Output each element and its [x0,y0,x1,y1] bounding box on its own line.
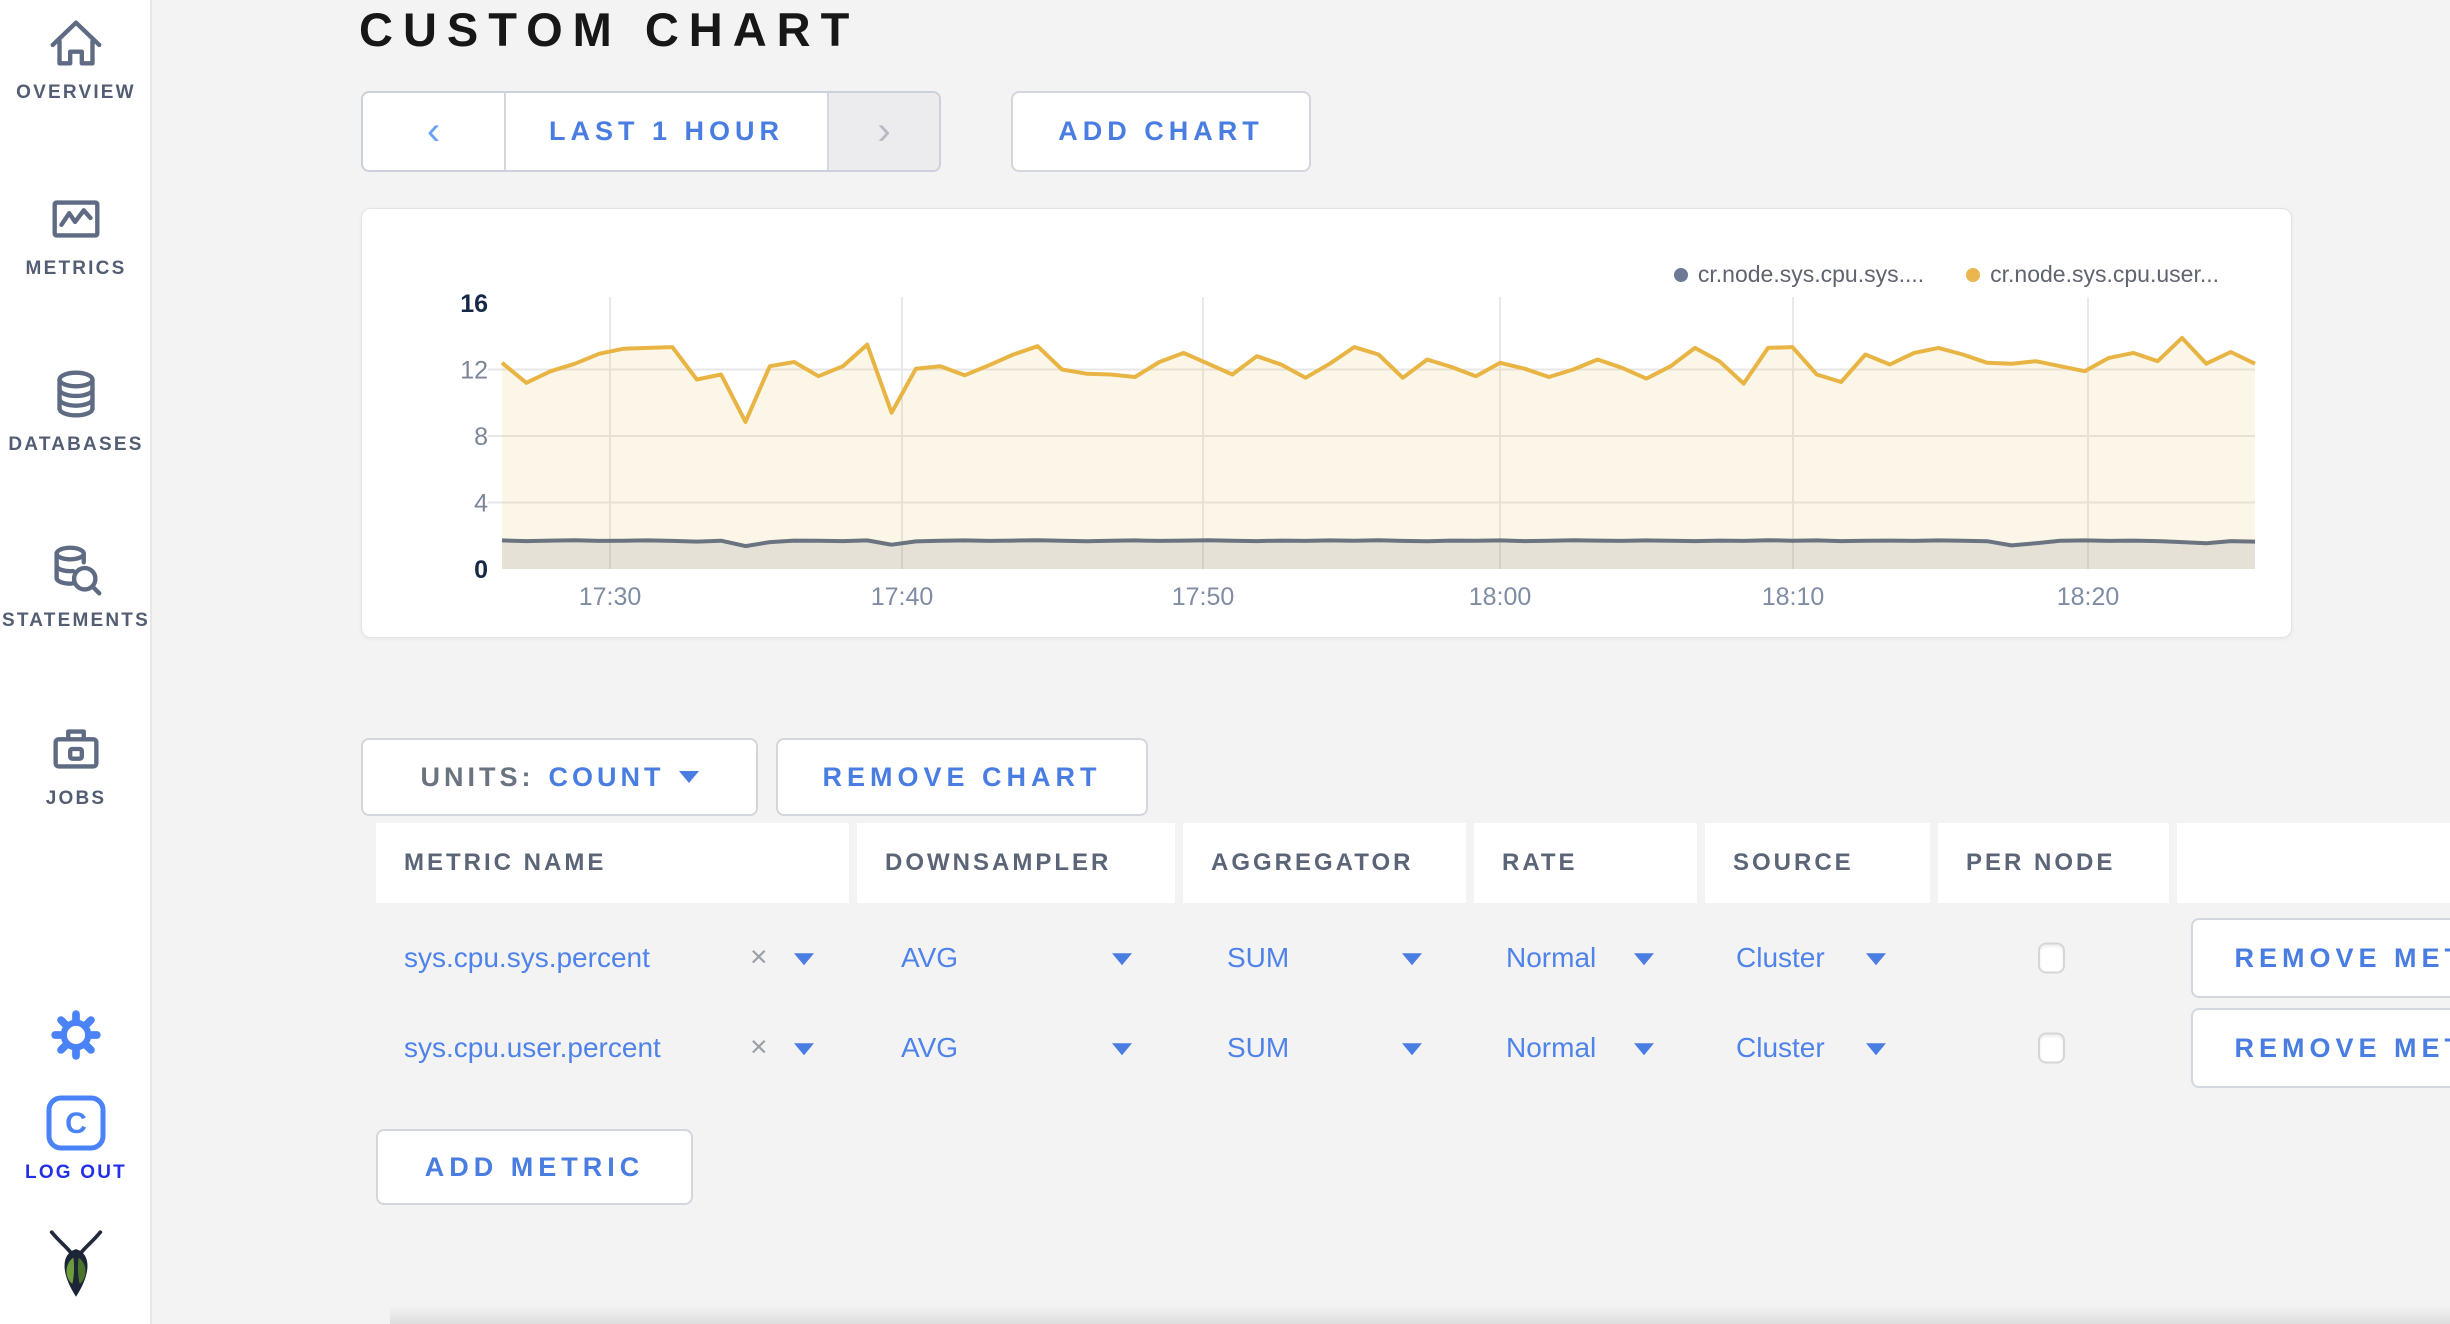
column-header-metric-name: METRIC NAME [376,823,849,903]
settings-button[interactable] [0,1006,152,1064]
remove-metric-button[interactable]: REMOVE METRIC [2191,918,2450,998]
chart-legend: cr.node.sys.cpu.sys.... cr.node.sys.cpu.… [1673,261,2219,288]
add-metric-button[interactable]: ADD METRIC [376,1129,693,1205]
sidebar-item-overview[interactable]: OVERVIEW [0,12,152,104]
time-next-button[interactable]: › [827,93,939,170]
metric-name-dropdown[interactable]: sys.cpu.user.percent [404,1032,661,1063]
sidebar-item-label: JOBS [45,788,107,809]
legend-label-sys: cr.node.sys.cpu.sys.... [1697,261,1925,287]
sidebar-item-label: METRICS [25,258,127,279]
sidebar-item-jobs[interactable]: JOBS [0,718,152,810]
chevron-right-icon: › [877,109,891,153]
database-icon [45,364,107,426]
chevron-down-icon[interactable] [1402,1043,1422,1056]
column-header-source: SOURCE [1705,823,1930,903]
chevron-down-icon[interactable] [1634,1043,1654,1056]
sidebar-item-statements[interactable]: STATEMENTS [0,540,152,632]
sidebar-item-metrics[interactable]: METRICS [0,188,152,280]
sidebar-item-label: DATABASES [8,434,144,455]
time-prev-button[interactable]: ‹ [363,93,506,170]
svg-text:18:10: 18:10 [1762,583,1825,611]
chevron-down-icon[interactable] [794,1043,814,1056]
rate-select[interactable]: Normal [1506,942,1597,973]
column-header-per-node: PER NODE [1938,823,2169,903]
main-content: CUSTOM CHART ‹ LAST 1 HOUR › ADD CHART 0… [154,0,2450,1324]
metric-name-dropdown[interactable]: sys.cpu.sys.percent [404,942,650,973]
source-select[interactable]: Cluster [1736,1032,1825,1063]
legend-label-user: cr.node.sys.cpu.user... [1990,261,2219,287]
chart-card: 0 4 8 12 16 17:30 17:40 17:50 18:00 18:10 18:20 cr… [361,208,2292,638]
time-range-label[interactable]: LAST 1 HOUR [548,116,784,146]
units-label: UNITS: [420,761,535,792]
aggregator-select[interactable]: SUM [1227,1032,1290,1063]
add-chart-button[interactable]: ADD CHART [1011,91,1311,172]
svg-text:17:50: 17:50 [1172,583,1235,611]
sidebar: OVERVIEW METRICS DATABASES [0,0,152,1324]
svg-text:C: C [65,1107,87,1140]
metrics-icon [45,188,107,250]
logout-button[interactable]: C LOG OUT [0,1092,152,1184]
remove-metric-button[interactable]: REMOVE METRIC [2191,1008,2450,1088]
jobs-icon [45,718,107,780]
home-icon [45,12,107,74]
chevron-down-icon[interactable] [1634,953,1654,966]
downsampler-select[interactable]: AVG [901,942,959,973]
sidebar-item-label: OVERVIEW [16,82,136,103]
chevron-down-icon[interactable] [1112,953,1132,966]
svg-text:18:20: 18:20 [2057,583,2120,611]
statements-icon [45,540,107,602]
page-title: CUSTOM CHART [359,3,860,56]
legend-item-user[interactable]: cr.node.sys.cpu.user... [1966,261,2219,288]
per-node-checkbox[interactable] [2038,942,2065,974]
source-select[interactable]: Cluster [1736,942,1825,973]
svg-text:4: 4 [474,490,488,518]
units-dropdown[interactable]: UNITS: COUNT [361,738,758,816]
column-header-rate: RATE [1474,823,1697,903]
legend-item-sys[interactable]: cr.node.sys.cpu.sys.... [1673,261,1925,288]
column-header-downsampler: DOWNSAMPLER [857,823,1175,903]
svg-text:8: 8 [474,423,488,451]
cockroach-c-icon: C [41,1092,111,1154]
chevron-down-icon[interactable] [1866,953,1886,966]
svg-text:17:40: 17:40 [871,583,934,611]
sidebar-item-databases[interactable]: DATABASES [0,364,152,456]
legend-dot-user [1966,267,1981,282]
svg-text:0: 0 [474,556,488,584]
chevron-down-icon [678,771,699,783]
downsampler-select[interactable]: AVG [901,1032,959,1063]
sidebar-item-label: STATEMENTS [2,610,150,631]
per-node-checkbox[interactable] [2038,1032,2065,1064]
logout-label: LOG OUT [25,1162,127,1183]
svg-text:16: 16 [460,290,488,318]
aggregator-select[interactable]: SUM [1227,942,1290,973]
chevron-down-icon[interactable] [1866,1043,1886,1056]
chart-plot: 0 4 8 12 16 17:30 17:40 17:50 18:00 18:10 18:20 [460,290,2256,611]
chevron-down-icon[interactable] [794,953,814,966]
legend-dot-sys [1673,267,1688,282]
cockroach-bug-icon [42,1228,110,1302]
clear-metric-icon[interactable]: × [750,1030,768,1064]
rate-select[interactable]: Normal [1506,1032,1597,1063]
chevron-down-icon[interactable] [1402,953,1422,966]
svg-text:18:00: 18:00 [1469,583,1532,611]
column-header-aggregator: AGGREGATOR [1183,823,1466,903]
remove-chart-button[interactable]: REMOVE CHART [776,738,1148,816]
gear-icon [47,1006,105,1064]
cockroach-logo[interactable] [0,1228,152,1302]
svg-text:17:30: 17:30 [579,583,642,611]
svg-text:12: 12 [460,357,488,385]
clear-metric-icon[interactable]: × [750,940,768,974]
chevron-down-icon[interactable] [1112,1043,1132,1056]
chevron-left-icon: ‹ [426,109,441,153]
units-value: COUNT [548,761,665,792]
time-range-selector: ‹ LAST 1 HOUR › [361,91,941,172]
column-header-actions [2177,823,2450,903]
